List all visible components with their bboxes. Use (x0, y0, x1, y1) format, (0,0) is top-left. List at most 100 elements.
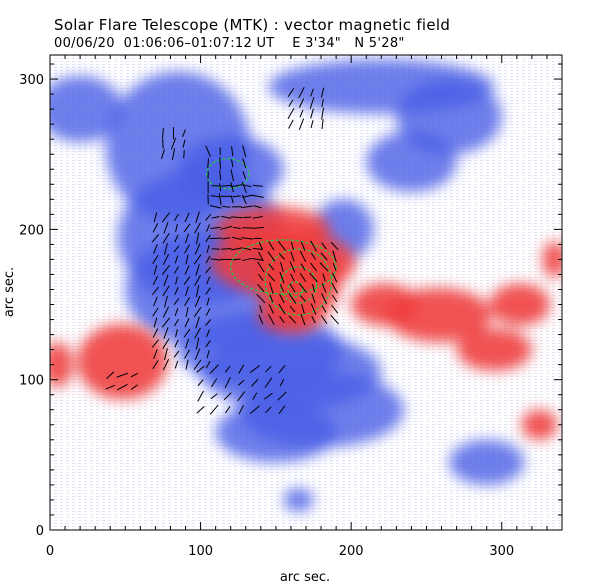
field-vector (310, 240, 317, 252)
field-vector (321, 242, 327, 250)
field-vector (210, 378, 218, 388)
axis-ticks (49, 55, 563, 531)
field-vector (193, 359, 202, 370)
y-tick-label: 200 (19, 223, 44, 238)
field-vector (209, 204, 222, 209)
field-vector (162, 233, 170, 244)
negative-region (50, 76, 123, 143)
field-vector (171, 148, 176, 161)
field-vector (161, 212, 171, 223)
field-vector (162, 138, 164, 149)
field-vector (241, 194, 247, 205)
field-vector (259, 305, 263, 313)
field-vector (174, 213, 179, 222)
field-vector (301, 304, 305, 314)
field-vector (151, 234, 159, 243)
field-vector (310, 120, 314, 129)
y-axis-label: arc sec. (2, 267, 17, 317)
field-vector (175, 329, 178, 338)
field-vector (230, 169, 234, 182)
field-vector (106, 371, 115, 379)
field-vector (330, 241, 339, 250)
field-vector (300, 263, 306, 271)
y-tick-label: 100 (19, 374, 44, 389)
field-vector (230, 216, 243, 219)
field-vector (225, 406, 231, 414)
field-vector (249, 405, 260, 414)
field-vector (175, 223, 178, 232)
field-vector (153, 317, 158, 328)
field-vector (252, 215, 263, 219)
field-vector (251, 378, 259, 387)
field-vector (279, 316, 285, 324)
field-vector (182, 129, 186, 138)
field-vector (194, 274, 201, 286)
field-vector (252, 184, 263, 187)
field-vector (311, 293, 316, 304)
field-vector (163, 327, 169, 339)
field-vector (173, 298, 180, 306)
field-vector (183, 223, 191, 233)
field-vector (299, 273, 307, 282)
positive-region (215, 206, 331, 252)
field-vector (162, 306, 170, 318)
field-vector (264, 392, 273, 400)
field-vector (193, 254, 202, 265)
field-vector (287, 108, 295, 120)
field-vector (196, 406, 205, 414)
field-vector (162, 253, 170, 266)
y-tick-label: 300 (19, 73, 44, 88)
field-vector (206, 244, 210, 253)
field-vector (231, 146, 234, 157)
positive-region (351, 283, 418, 326)
field-vector (278, 405, 286, 415)
field-vector (220, 225, 233, 230)
field-vector (258, 251, 264, 262)
field-vector (160, 149, 165, 160)
field-vector (116, 383, 128, 391)
field-vector (299, 250, 307, 263)
field-vector (311, 315, 316, 324)
field-vector (205, 308, 211, 316)
field-vector (241, 205, 254, 209)
field-vector (184, 244, 190, 254)
x-axis-label: arc sec. (280, 570, 330, 585)
field-vector (210, 258, 221, 261)
field-vector (231, 159, 234, 168)
field-vector (230, 195, 234, 204)
field-vector (321, 119, 324, 130)
field-vector (195, 316, 200, 329)
field-vector (238, 364, 245, 374)
field-vector (300, 313, 306, 326)
field-vector (264, 377, 273, 388)
field-vector (298, 87, 305, 99)
field-vector (219, 170, 222, 181)
positive-region (489, 283, 550, 326)
field-vector (310, 108, 314, 119)
field-vector (105, 384, 116, 390)
x-tick-label: 200 (339, 544, 364, 559)
field-vector (221, 248, 232, 250)
field-vector (321, 107, 324, 120)
field-vector (205, 234, 211, 242)
field-vector (194, 243, 201, 255)
field-vector (320, 252, 328, 261)
field-vector (322, 273, 326, 282)
x-tick-label: 100 (188, 544, 213, 559)
field-vector (163, 222, 169, 234)
field-vector (243, 247, 252, 251)
field-vector (219, 183, 222, 192)
field-vector (174, 287, 179, 295)
field-vector (331, 282, 338, 294)
field-vector (184, 317, 190, 328)
field-vector (210, 195, 221, 198)
field-vector (242, 171, 247, 180)
field-vector (151, 339, 159, 348)
field-vector (288, 99, 294, 107)
positive-region (77, 324, 168, 400)
field-vector (211, 216, 220, 219)
field-vector (164, 295, 168, 308)
field-vector (277, 391, 287, 401)
field-vector (251, 194, 264, 198)
